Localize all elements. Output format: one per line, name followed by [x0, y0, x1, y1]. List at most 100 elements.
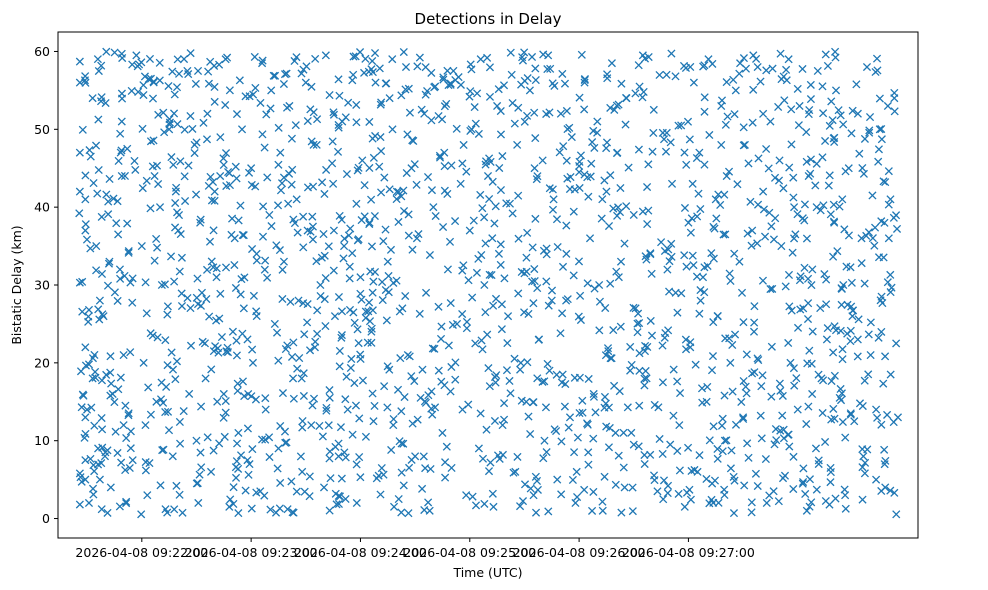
data-point-marker — [529, 491, 538, 500]
data-point-marker — [210, 61, 219, 70]
data-point-marker — [804, 110, 813, 119]
data-point-marker — [399, 481, 408, 490]
data-point-marker — [256, 98, 265, 107]
data-point-marker — [234, 428, 243, 437]
data-point-marker — [84, 305, 94, 314]
data-point-marker — [214, 348, 223, 357]
data-point-marker — [315, 421, 324, 430]
data-point-marker — [616, 257, 626, 266]
data-point-marker — [401, 62, 411, 72]
x-tick-label: 2026-04-08 09:25:00 — [403, 545, 536, 560]
data-point-marker — [165, 115, 174, 124]
data-point-marker — [841, 167, 850, 176]
data-point-marker — [520, 48, 529, 57]
data-point-marker — [441, 473, 450, 482]
data-point-marker — [181, 196, 190, 206]
data-point-marker — [88, 94, 97, 103]
data-point-marker — [759, 187, 768, 196]
data-point-marker — [387, 445, 396, 455]
data-point-marker — [702, 474, 711, 484]
data-point-marker — [758, 371, 767, 380]
data-point-marker — [789, 193, 798, 202]
data-point-marker — [344, 231, 353, 240]
data-point-marker — [478, 345, 487, 354]
data-point-marker — [557, 490, 566, 499]
data-point-marker — [105, 174, 114, 184]
data-point-marker — [600, 392, 610, 401]
data-point-marker — [877, 420, 886, 429]
data-point-marker — [598, 506, 607, 515]
data-point-marker — [75, 148, 84, 157]
data-point-marker — [130, 156, 139, 165]
data-point-marker — [339, 254, 348, 263]
data-point-marker — [604, 443, 614, 452]
data-point-marker — [248, 345, 257, 354]
data-point-marker — [311, 54, 320, 63]
data-point-marker — [717, 421, 727, 430]
data-point-marker — [803, 314, 813, 324]
data-point-marker — [864, 228, 873, 237]
data-point-marker — [231, 463, 240, 472]
y-tick-label: 0 — [42, 511, 50, 526]
data-point-marker — [243, 424, 253, 433]
data-point-marker — [853, 352, 862, 361]
data-point-marker — [111, 427, 120, 436]
data-point-marker — [180, 172, 189, 181]
data-point-marker — [80, 76, 90, 85]
data-point-marker — [804, 299, 813, 308]
data-point-marker — [836, 384, 845, 394]
data-point-marker — [485, 92, 495, 101]
data-point-marker — [517, 396, 526, 405]
data-point-marker — [434, 366, 443, 375]
data-point-marker — [614, 100, 623, 109]
data-point-marker — [858, 463, 867, 472]
data-point-marker — [436, 334, 446, 343]
data-point-marker — [464, 276, 473, 285]
data-point-marker — [192, 138, 201, 147]
data-point-marker — [696, 286, 705, 295]
data-point-marker — [128, 298, 137, 307]
data-point-marker — [705, 436, 714, 445]
data-point-marker — [739, 141, 748, 150]
data-point-marker — [232, 110, 242, 119]
data-point-marker — [201, 374, 210, 383]
data-point-marker — [654, 403, 663, 412]
data-point-marker — [394, 188, 403, 197]
data-point-marker — [545, 366, 554, 375]
data-point-marker — [542, 448, 551, 457]
data-point-marker — [462, 324, 471, 333]
data-point-marker — [305, 472, 314, 481]
data-point-marker — [500, 415, 509, 424]
data-point-marker — [609, 326, 618, 335]
data-point-marker — [166, 252, 176, 261]
data-point-marker — [717, 96, 727, 105]
data-point-marker — [354, 163, 363, 172]
data-point-marker — [175, 69, 184, 78]
data-point-marker — [707, 249, 716, 258]
data-point-marker — [175, 490, 184, 499]
data-point-marker — [117, 171, 126, 181]
data-point-marker — [714, 498, 723, 507]
data-point-marker — [297, 374, 306, 383]
data-point-marker — [774, 176, 784, 185]
data-point-marker — [377, 188, 386, 197]
data-point-marker — [730, 110, 739, 119]
data-point-marker — [770, 173, 780, 182]
data-point-marker — [616, 322, 625, 331]
data-point-marker — [681, 335, 690, 344]
data-point-marker — [843, 329, 852, 338]
data-point-marker — [140, 72, 149, 81]
data-point-marker — [647, 331, 657, 340]
data-point-marker — [86, 244, 95, 253]
data-point-marker — [155, 58, 164, 67]
data-point-marker — [209, 263, 218, 272]
data-point-marker — [655, 434, 664, 444]
data-point-marker — [753, 354, 762, 363]
data-point-marker — [296, 452, 305, 461]
data-point-marker — [274, 356, 283, 365]
data-point-marker — [154, 110, 163, 119]
data-point-marker — [164, 426, 174, 435]
data-point-marker — [650, 400, 659, 409]
data-point-marker — [365, 220, 374, 229]
data-point-marker — [726, 464, 735, 473]
